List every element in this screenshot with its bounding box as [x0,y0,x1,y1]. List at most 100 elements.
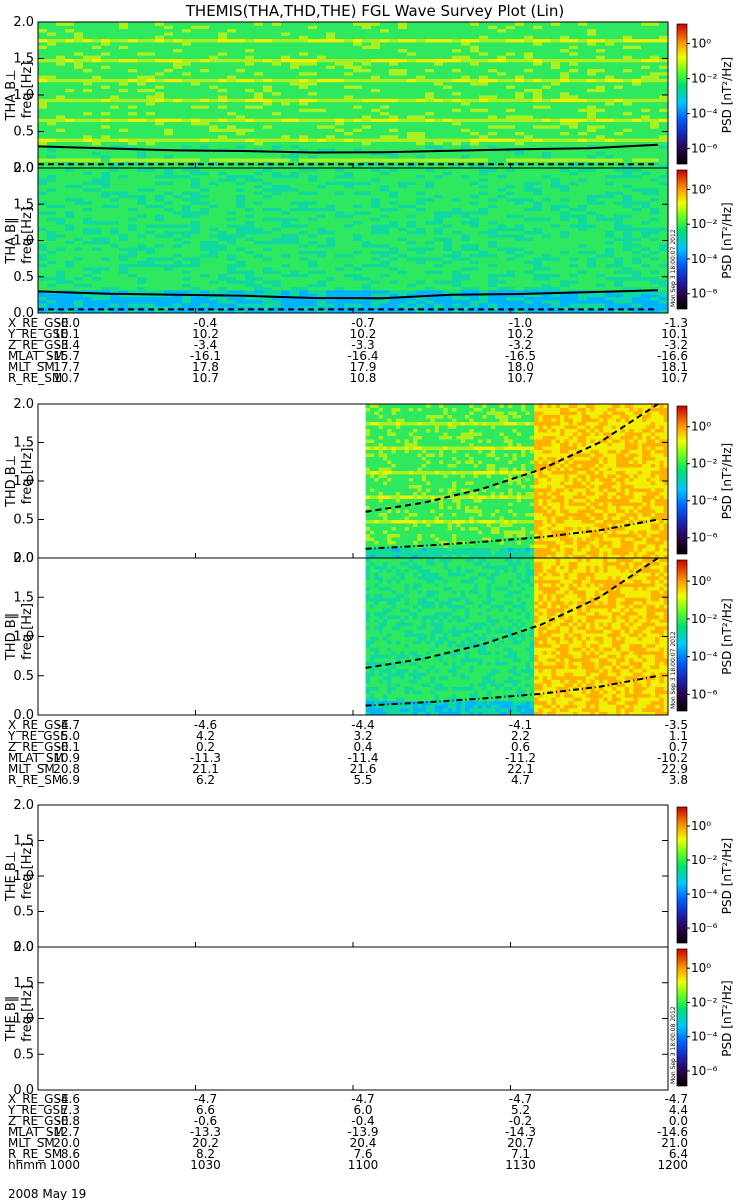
heat-cell [434,104,444,109]
heat-cell [218,224,228,228]
heat-cell [155,154,165,159]
heat-cell [335,200,345,205]
heat-cell [497,65,507,69]
heat-cell [227,71,237,76]
heat-cell [137,48,147,53]
heat-cell [209,91,219,96]
heat-cell [47,253,57,258]
heat-cell [389,108,399,113]
heat-cell [236,224,246,228]
heat-cell [578,38,588,43]
heat-cell [74,134,84,139]
heat-cell [146,224,156,228]
heat-cell [281,224,291,228]
heat-cell [236,124,246,129]
heat-cell [461,35,471,40]
heat-cell [110,22,120,26]
heat-cell [560,108,570,113]
heat-cell [560,144,570,149]
heat-cell [659,22,669,26]
heat-cell [200,270,210,274]
heat-cell [245,68,255,73]
heat-cell [227,220,237,225]
heat-cell [155,309,165,314]
heat-cell [542,141,552,146]
heat-cell [317,88,327,93]
heat-cell [506,104,516,109]
heat-cell [560,101,570,106]
heat-cell [263,299,273,304]
heat-cell [641,111,651,116]
heat-cell [605,151,615,156]
heat-cell [506,158,516,162]
heat-cell [56,161,66,166]
heat-cell [479,91,489,96]
heat-cell [299,240,309,245]
heat-cell [218,187,228,192]
heat-cell [290,81,300,86]
heat-cell [254,108,264,113]
heat-cell [443,85,453,89]
heat-cell [209,181,219,185]
heat-cell [56,224,66,228]
heat-cell [128,299,138,304]
heat-cell [299,31,309,36]
heat-cell [47,240,57,245]
heat-cell [515,154,525,159]
heat-cell [209,217,219,222]
heat-cell [146,309,156,314]
heat-cell [200,224,210,228]
heat-cell [641,45,651,50]
heat-cell [479,121,489,126]
heat-cell [308,197,318,202]
heat-cell [308,230,318,235]
heat-cell [326,184,336,189]
heat-cell [470,95,480,99]
heat-cell [272,187,282,192]
heat-cell [308,204,318,209]
heat-cell [344,85,354,89]
heat-cell [236,31,246,36]
heat-cell [56,240,66,245]
heat-cell [650,161,660,166]
heat-cell [218,85,228,89]
heat-cell [56,65,66,69]
heat-cell [47,200,57,205]
heat-cell [641,38,651,43]
heat-cell [182,309,192,314]
heat-cell [101,181,111,185]
heat-cell [47,276,57,281]
heat-cell [119,250,129,255]
heat-cell [38,25,48,30]
heat-cell [137,25,147,30]
heat-cell [425,138,435,142]
heat-cell [47,41,57,46]
heat-cell [623,55,633,59]
heat-cell [263,111,273,116]
heat-cell [47,270,57,274]
heat-cell [569,158,579,162]
heat-cell [182,51,192,56]
heat-cell [209,296,219,301]
heat-cell [92,306,102,311]
heat-cell [290,293,300,298]
heat-cell [335,28,345,33]
heat-cell [479,38,489,43]
heat-cell [137,276,147,281]
heat-cell [263,75,273,79]
heat-cell [587,85,597,89]
heat-cell [245,55,255,59]
heat-cell [416,214,426,218]
heat-cell [74,114,84,119]
heat-cell [389,98,399,103]
heat-cell [587,128,597,132]
heat-cell [353,224,363,228]
heat-cell [362,58,372,63]
heat-cell [407,118,417,123]
heat-cell [200,194,210,199]
heat-cell [74,71,84,76]
heat-cell [560,134,570,139]
heat-cell [209,187,219,192]
heat-cell [191,28,201,33]
heat-cell [434,151,444,156]
